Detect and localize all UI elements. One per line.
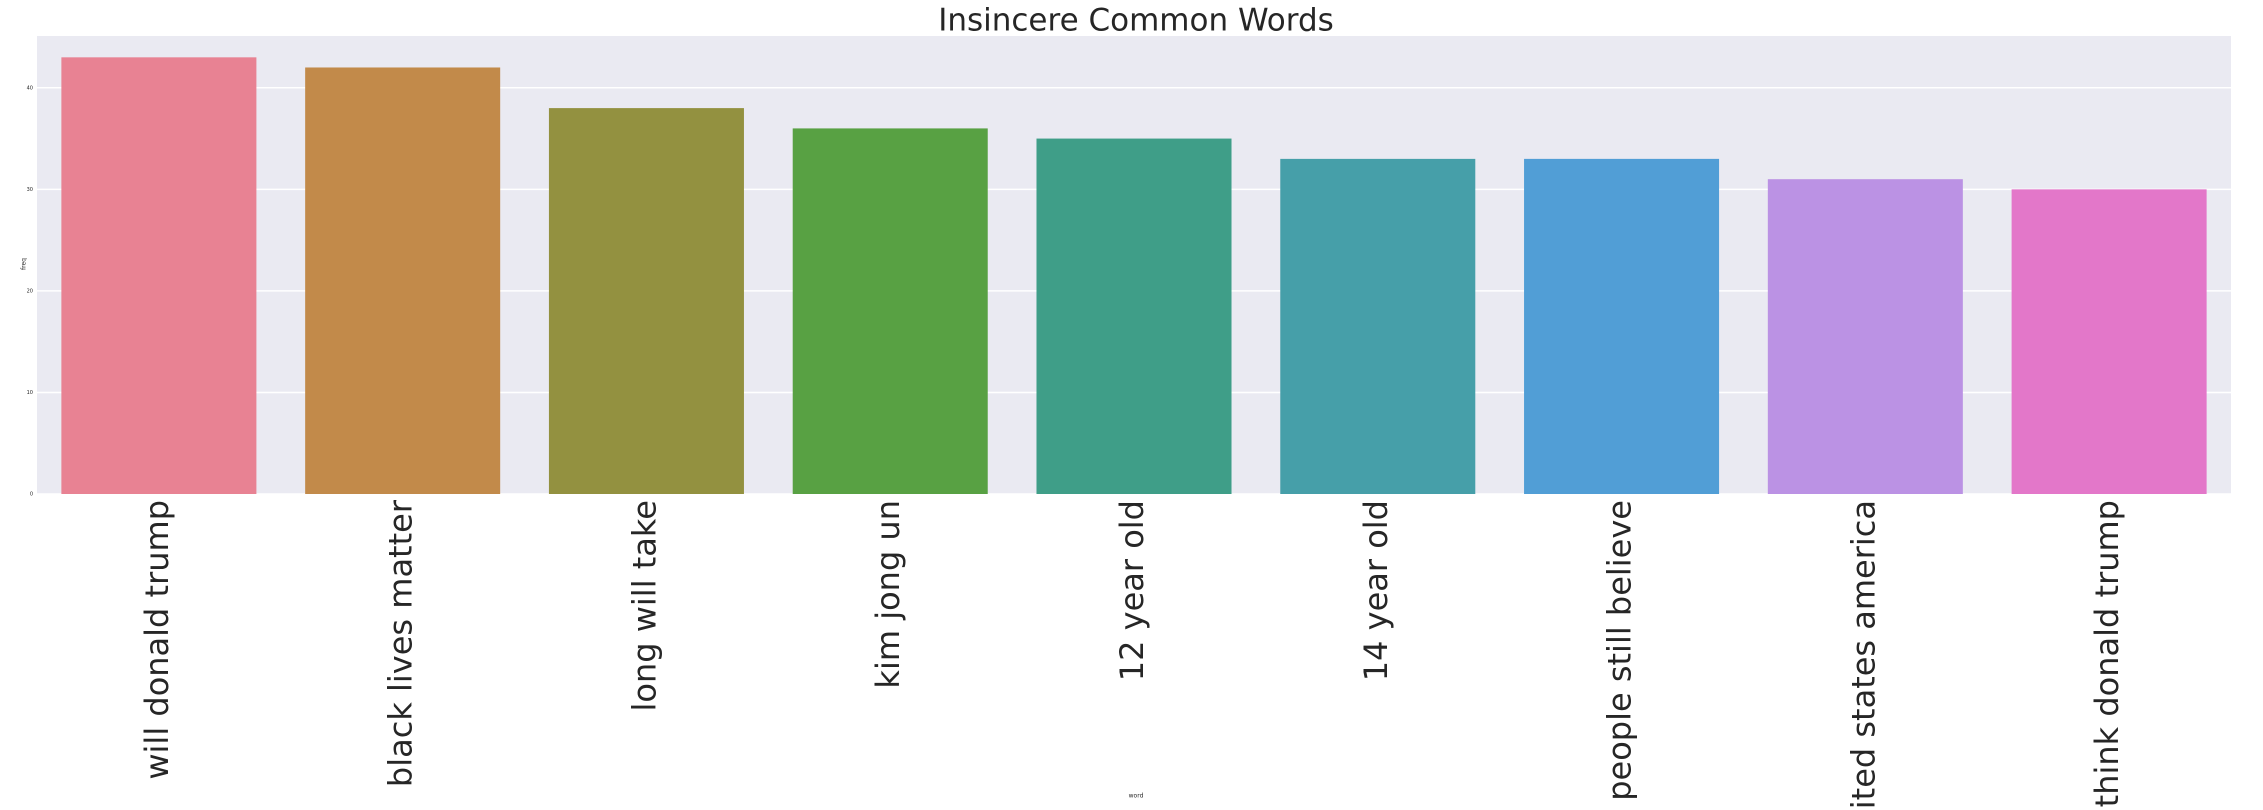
bar <box>1280 158 1476 494</box>
y-tick-label: 10 <box>27 390 33 396</box>
bar <box>305 67 501 495</box>
x-tick-label: united states america <box>1844 500 1882 810</box>
y-tick-label: 30 <box>27 187 33 193</box>
bar <box>1036 138 1232 494</box>
x-tick-label: long will take <box>625 500 663 711</box>
bar <box>1767 179 1963 494</box>
bar <box>1524 158 1720 494</box>
chart-title: Insincere Common Words <box>938 3 1334 39</box>
bar <box>2011 189 2207 494</box>
x-axis-label: word <box>1129 793 1144 800</box>
y-tick-label: 0 <box>30 492 33 498</box>
y-tick-label: 40 <box>27 85 33 91</box>
y-axis-label: freq <box>21 258 28 270</box>
x-tick-label: people still believe <box>1601 500 1639 801</box>
x-tick-label: kim jong un <box>869 500 907 689</box>
x-tick-label: will donald trump <box>138 500 176 780</box>
x-tick-label: think donald trump <box>2088 500 2126 807</box>
x-tick-label: black lives matter <box>382 499 420 787</box>
x-tick-label: 12 year old <box>1113 500 1151 681</box>
bar <box>61 57 257 495</box>
bar <box>792 128 988 494</box>
bar <box>548 108 744 495</box>
x-tick-label: 14 year old <box>1357 500 1395 681</box>
y-tick-label: 20 <box>27 288 33 294</box>
